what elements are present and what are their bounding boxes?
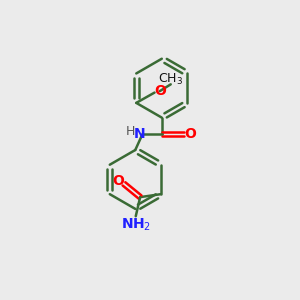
Text: H: H (126, 125, 135, 138)
Text: O: O (113, 174, 124, 188)
Text: NH$_2$: NH$_2$ (121, 216, 151, 233)
Text: CH$_3$: CH$_3$ (158, 71, 183, 87)
Text: O: O (184, 127, 196, 141)
Text: N: N (133, 127, 145, 141)
Text: O: O (154, 84, 166, 98)
